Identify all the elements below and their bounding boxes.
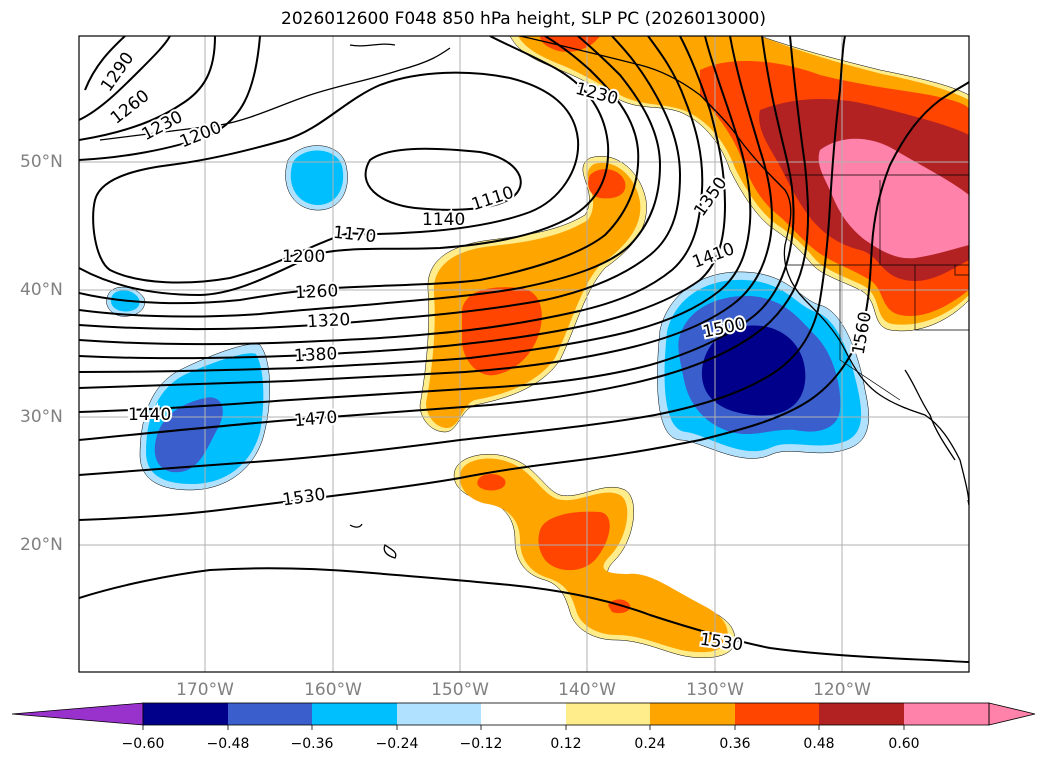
colorbar-tick-label: −0.48 [206,736,250,752]
contour-label: 1380 [294,344,338,366]
colorbar-tick-label: −0.36 [290,736,334,752]
colorbar-bin [819,703,904,725]
lon-label-170w: 170°W [176,680,234,700]
colorbar-tick-label: −0.12 [459,736,503,752]
contour-label: 1440 [128,405,171,425]
height-contours [79,36,969,663]
colorbar-tick-label: −0.24 [375,736,419,752]
lat-label-50n: 50°N [20,152,63,172]
contour-label: 1140 [422,210,465,230]
negative-anomaly-north [285,145,348,211]
colorbar-bin [650,703,735,725]
colorbar-bin [143,703,228,725]
graticule [79,36,969,672]
lon-label-150w: 150°W [431,680,489,700]
colorbar-tick-label: 0.48 [803,736,835,752]
colorbar-bin [397,703,481,725]
positive-anomaly-northeast [509,36,969,332]
colorbar-bin [566,703,650,725]
contour-label: 1260 [295,281,339,303]
contour-label: 1200 [282,247,325,267]
colorbar [11,702,1036,730]
lat-label-20n: 20°N [20,535,63,555]
lat-label-40n: 40°N [20,280,63,300]
map-title: 2026012600 F048 850 hPa height, SLP PC (… [281,9,766,29]
coastlines [99,36,969,559]
contour-label: 1320 [307,310,351,332]
colorbar-bin [735,703,819,725]
colorbar-bin [481,703,566,725]
colorbar-tick-label: 0.60 [888,736,920,752]
lat-label-30n: 30°N [20,407,63,427]
map-frame [78,35,970,673]
colorbar-extend-max [988,702,1036,726]
lon-label-140w: 140°W [558,680,616,700]
colorbar-bin [228,703,312,725]
lon-label-130w: 130°W [686,680,744,700]
colorbar-bin [312,703,397,725]
lon-label-160w: 160°W [304,680,362,700]
colorbar-tick-label: 0.36 [719,736,751,752]
lon-label-120w: 120°W [813,680,871,700]
colorbar-tick-label: −0.60 [121,736,165,752]
positive-anomaly-south [453,453,736,659]
colorbar-extend-min [11,702,144,726]
colorbar-tick-label: 0.12 [550,736,582,752]
colorbar-bin [904,703,989,725]
colorbar-tick-label: 0.24 [634,736,666,752]
contour-label: 1470 [293,408,338,432]
